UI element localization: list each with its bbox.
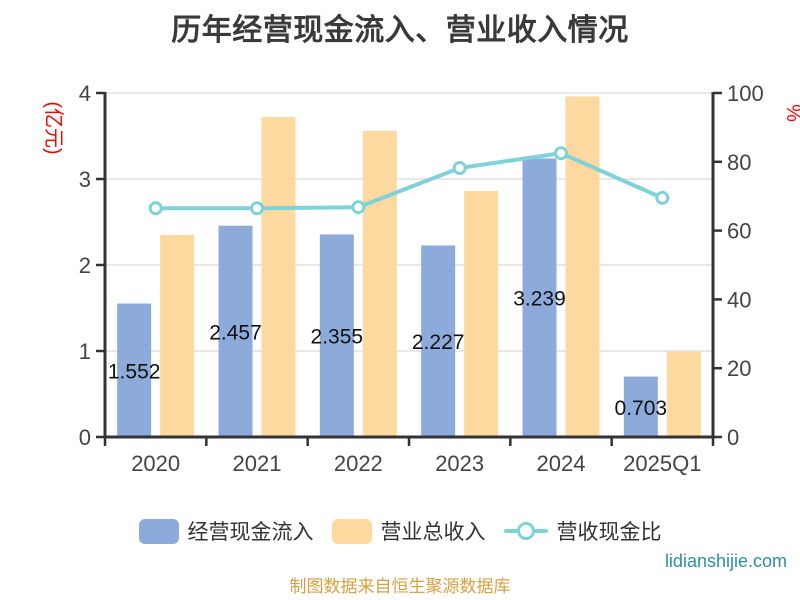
legend-label-revenue-cash-ratio: 营收现金比 [556, 521, 662, 544]
bar-revenue-2021[interactable] [261, 117, 296, 437]
bar-cash-inflow-2025Q1[interactable] [623, 376, 658, 437]
right-axis-tick-label: 20 [727, 356, 751, 381]
ratio-point-2022[interactable] [351, 200, 366, 215]
data-source-note: 制图数据来自恒生聚源数据库 [289, 577, 511, 596]
ratio-point-2023[interactable] [452, 160, 467, 175]
bar-value-label-2025Q1: 0.703 [615, 397, 668, 420]
bar-value-label-2020: 1.552 [108, 360, 161, 383]
x-axis-label-2025Q1: 2025Q1 [623, 451, 701, 476]
right-axis-tick-label: 100 [727, 81, 764, 106]
bar-revenue-2022[interactable] [362, 130, 397, 437]
legend: 经营现金流入 营业总收入 营收现金比 [0, 512, 800, 550]
ratio-point-2021[interactable] [250, 201, 264, 216]
x-axis-label-2022: 2022 [334, 451, 383, 476]
bar-revenue-2024[interactable] [565, 96, 600, 437]
ratio-point-2024[interactable] [554, 146, 568, 161]
bar-cash-inflow-2023[interactable] [421, 245, 456, 437]
legend-swatch-orange-icon [331, 518, 372, 544]
left-axis-tick-label: 1 [79, 339, 91, 364]
bar-cash-inflow-2024[interactable] [522, 158, 557, 438]
bar-value-label-2024: 3.239 [513, 288, 566, 311]
bar-cash-inflow-2022[interactable] [319, 234, 354, 437]
bar-revenue-2023[interactable] [464, 191, 499, 437]
left-axis-tick-label: 0 [79, 425, 91, 450]
left-axis-unit-label: (亿元) [42, 101, 65, 154]
bar-revenue-2025Q1[interactable] [666, 351, 701, 437]
legend-line-marker-icon [503, 519, 548, 544]
left-axis-tick-label: 2 [79, 253, 91, 278]
x-axis-label-2020: 2020 [131, 451, 180, 476]
legend-label-total-revenue: 营业总收入 [380, 521, 486, 544]
bar-value-label-2021: 2.457 [209, 321, 262, 344]
legend-label-operating-cash-inflow: 经营现金流入 [187, 521, 314, 544]
x-axis-label-2021: 2021 [233, 451, 282, 476]
chart-title: 历年经营现金流入、营业收入情况 [171, 14, 629, 47]
ratio-point-2020[interactable] [148, 201, 163, 216]
bar-cash-inflow-2021[interactable] [218, 225, 253, 437]
right-axis-unit-label: % [782, 104, 800, 122]
right-axis-tick-label: 80 [727, 150, 751, 175]
watermark-link[interactable]: lidianshijie.com [664, 551, 787, 571]
legend-item-operating-cash-inflow[interactable]: 经营现金流入 [138, 516, 314, 546]
legend-item-total-revenue[interactable]: 营业总收入 [331, 516, 486, 546]
bar-value-label-2022: 2.355 [311, 326, 364, 349]
x-axis-label-2024: 2024 [537, 451, 586, 476]
left-axis-tick-label: 3 [79, 167, 91, 192]
ratio-point-2025Q1[interactable] [655, 190, 670, 205]
legend-item-revenue-cash-ratio[interactable]: 营收现金比 [503, 516, 662, 546]
legend-swatch-blue-icon [138, 518, 179, 544]
ratio-line [153, 151, 665, 211]
right-axis-tick-label: 0 [727, 425, 739, 450]
bar-revenue-2020[interactable] [160, 234, 195, 437]
left-axis-tick-label: 4 [79, 81, 91, 106]
bar-value-label-2023: 2.227 [412, 331, 465, 354]
x-axis-label-2023: 2023 [435, 451, 484, 476]
right-axis-tick-label: 40 [727, 287, 751, 312]
bar-cash-inflow-2020[interactable] [117, 303, 152, 437]
right-axis-tick-label: 60 [727, 219, 751, 244]
